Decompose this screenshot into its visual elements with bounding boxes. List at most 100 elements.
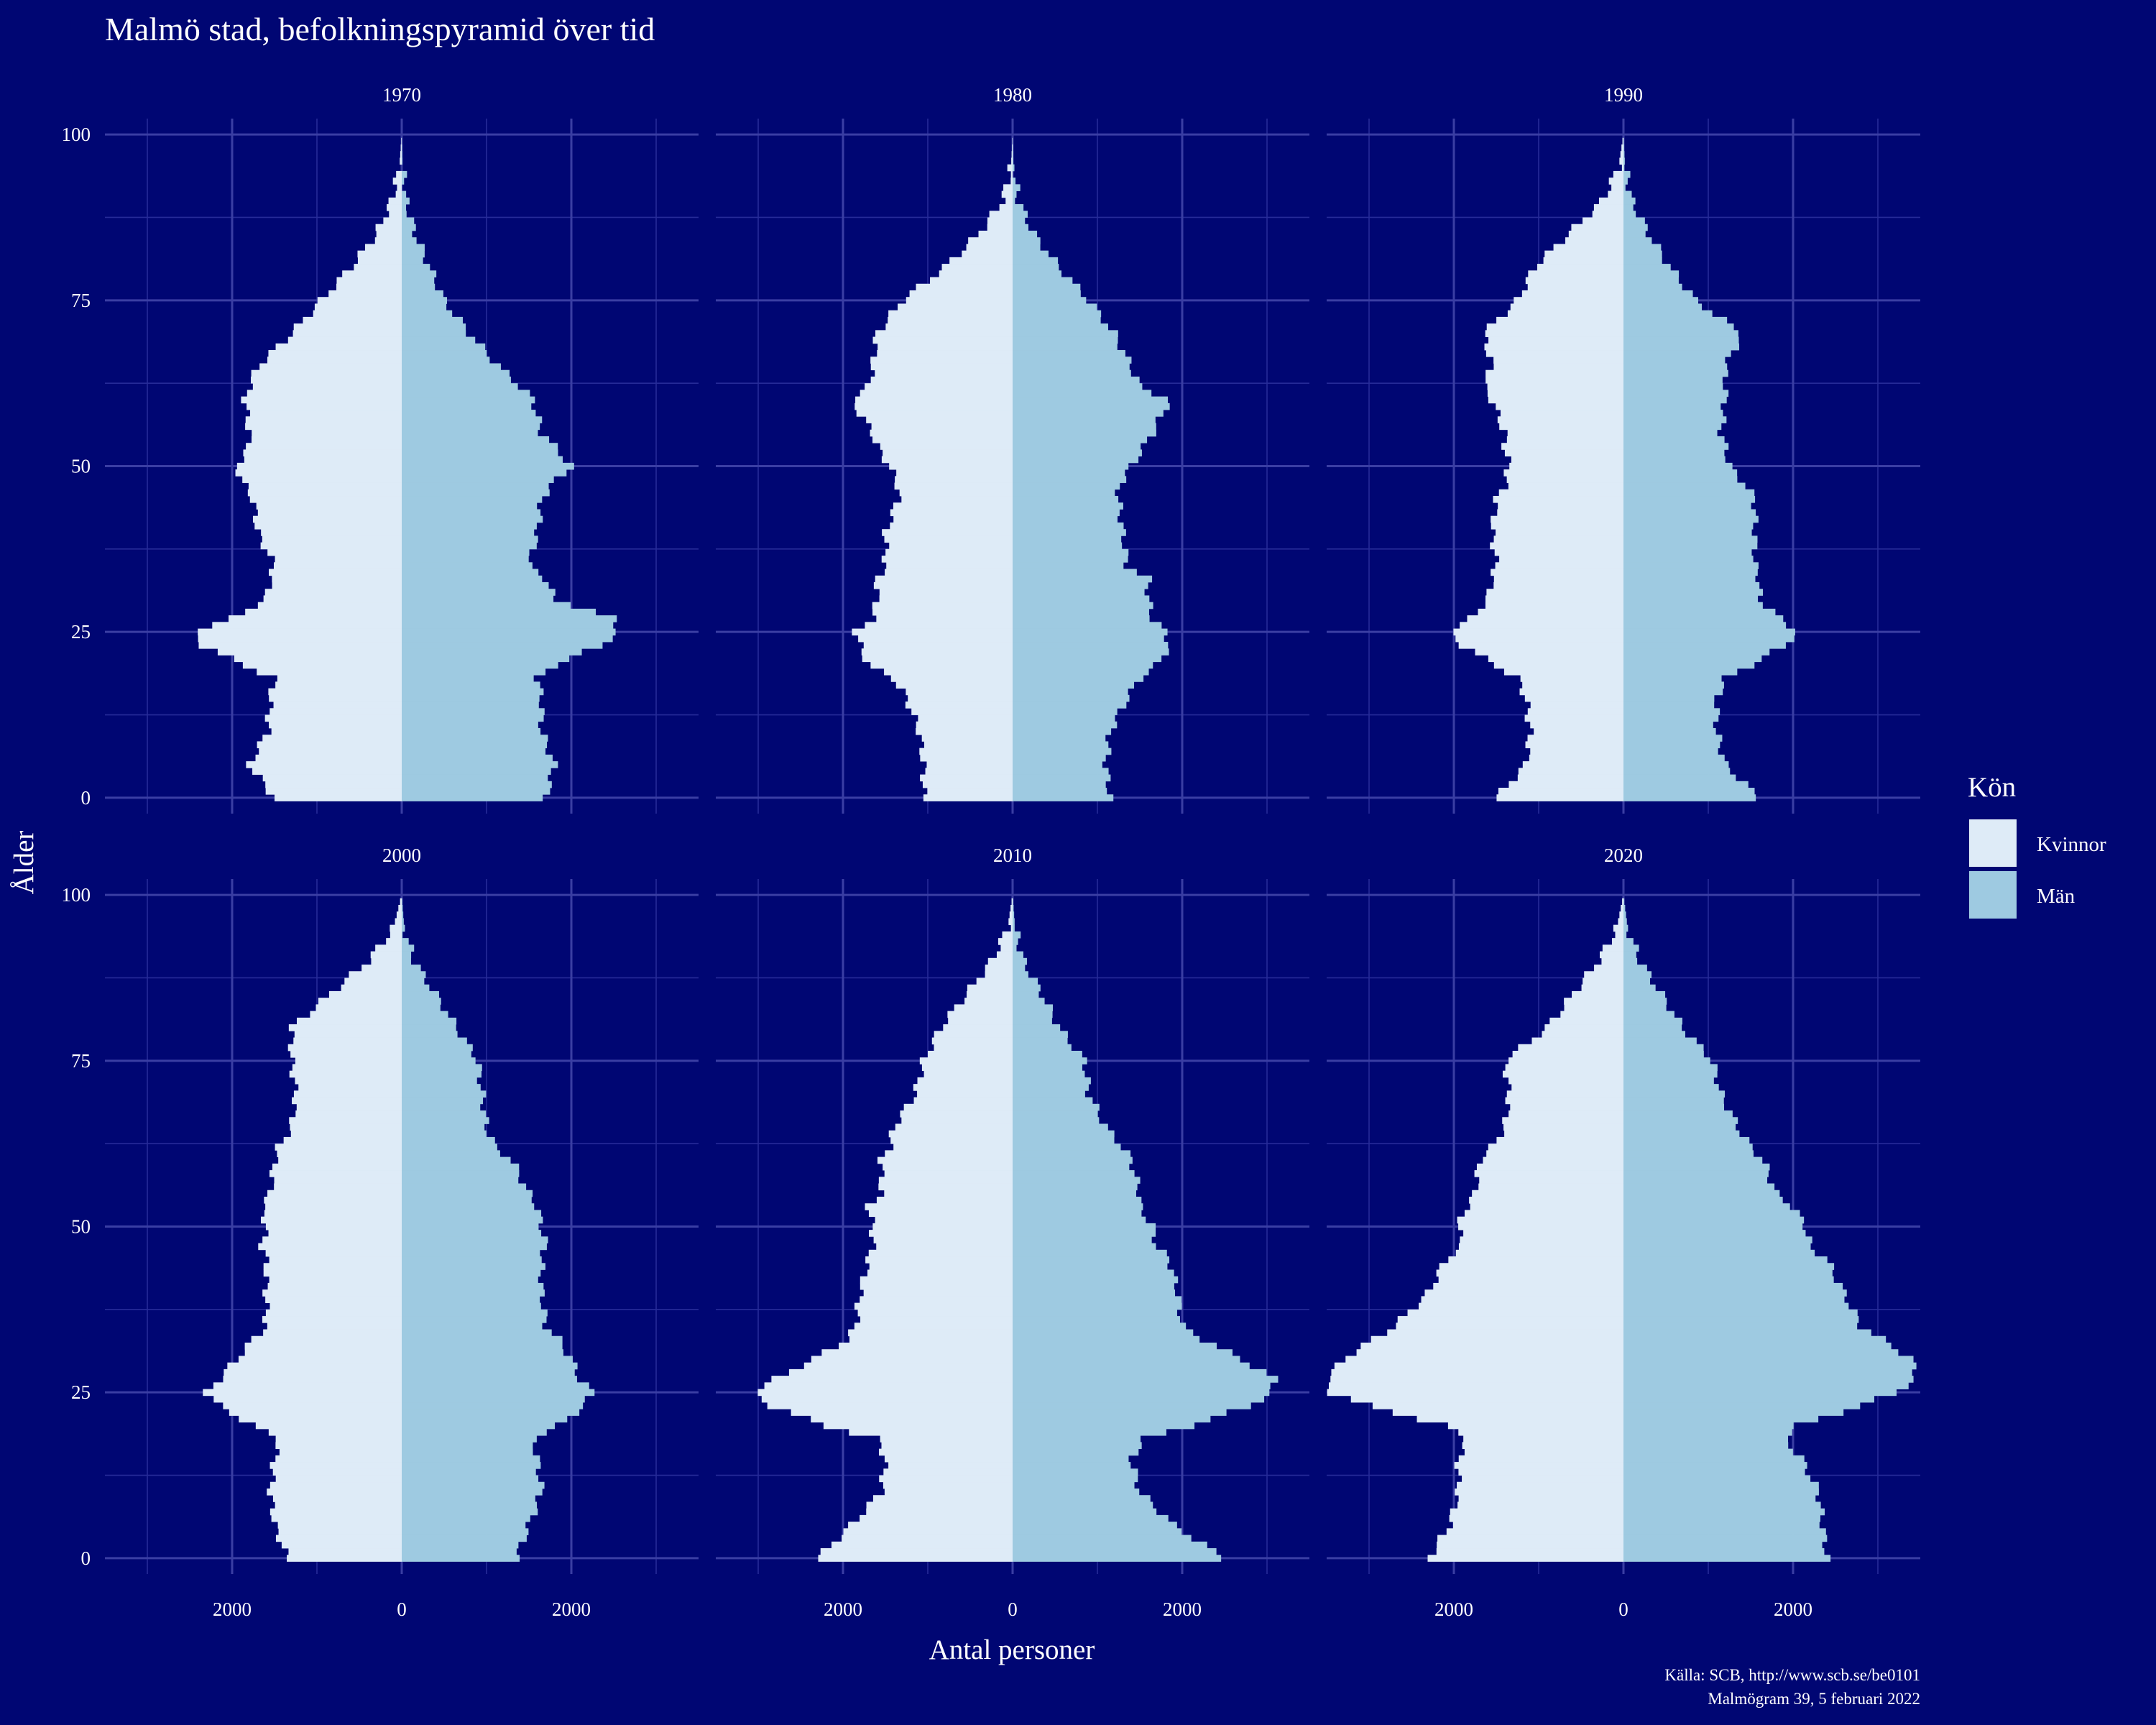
bar-kvinnor [761, 1395, 1013, 1403]
bar-kvinnor [888, 1130, 1013, 1138]
bar-kvinnor [1407, 1309, 1623, 1317]
bar-man [402, 257, 423, 264]
bar-man [1013, 402, 1170, 410]
bar-kvinnor [336, 283, 402, 291]
bar-man [1623, 529, 1752, 536]
bar-man [1013, 1435, 1141, 1443]
bar-man [402, 978, 425, 985]
bar-kvinnor [1455, 1488, 1623, 1496]
bar-man [1623, 456, 1726, 464]
bar-man [1623, 794, 1756, 801]
bar-kvinnor [1485, 369, 1623, 377]
bar-kvinnor [1455, 635, 1623, 643]
bar-kvinnor [860, 1282, 1013, 1290]
bar-man [1623, 157, 1625, 165]
bar-kvinnor [877, 343, 1013, 351]
bar-man [1013, 1117, 1100, 1124]
bar-man [1623, 1309, 1858, 1317]
bar-kvinnor [1511, 1084, 1623, 1091]
bar-man [1623, 1203, 1790, 1210]
bar-man [402, 1342, 563, 1350]
bar-kvinnor [298, 1084, 402, 1091]
bar-man [1013, 1475, 1138, 1483]
bar-man [1623, 1395, 1874, 1403]
bar-kvinnor [270, 1481, 402, 1489]
bar-man [402, 1395, 585, 1403]
bar-kvinnor [1485, 350, 1623, 357]
bar-man [1623, 761, 1729, 768]
bar-kvinnor [1528, 270, 1623, 277]
bar-man [1013, 1548, 1217, 1555]
bar-man [1013, 542, 1123, 550]
bar-kvinnor [908, 694, 1013, 702]
bar-man [402, 622, 614, 629]
bar-man [1013, 1442, 1142, 1450]
bar-man [1623, 978, 1650, 985]
bar-man [1623, 509, 1756, 517]
bar-man [1623, 1263, 1835, 1270]
bar-kvinnor [1345, 1356, 1623, 1363]
bar-kvinnor [250, 410, 402, 417]
bar-kvinnor [901, 1117, 1013, 1124]
bar-man [1623, 1269, 1833, 1277]
bar-kvinnor [966, 244, 1013, 252]
bar-kvinnor [1530, 702, 1623, 709]
bar-man [1623, 1389, 1897, 1397]
bar-kvinnor [262, 774, 402, 782]
bar-man [1013, 694, 1130, 702]
bar-man [402, 217, 415, 225]
bar-kvinnor [262, 1289, 402, 1297]
bar-man [1013, 310, 1102, 318]
bar-kvinnor [875, 1216, 1013, 1224]
bar-man [1013, 264, 1059, 271]
bar-kvinnor [310, 1011, 402, 1018]
bar-kvinnor [1501, 443, 1623, 450]
bar-kvinnor [267, 1488, 402, 1496]
bar-kvinnor [1488, 1144, 1623, 1151]
bar-man [402, 602, 571, 610]
bar-man [402, 244, 425, 252]
bar-kvinnor [870, 661, 1013, 669]
bar-kvinnor [1583, 217, 1623, 225]
bar-kvinnor [1458, 642, 1623, 649]
bar-kvinnor [1514, 297, 1623, 304]
bar-kvinnor [987, 217, 1013, 225]
bar-man [402, 951, 412, 959]
bar-man [1013, 1462, 1131, 1469]
bar-man [1013, 569, 1137, 576]
bar-kvinnor [267, 548, 402, 556]
bar-kvinnor [275, 556, 402, 563]
bar-kvinnor [875, 330, 1013, 337]
bar-man [1013, 1448, 1139, 1456]
bar-man [1013, 230, 1038, 238]
bar-kvinnor [1608, 190, 1623, 198]
bar-man [1013, 1422, 1195, 1430]
bar-kvinnor [1510, 303, 1623, 311]
bar-man [402, 443, 558, 450]
bar-kvinnor [900, 1110, 1013, 1118]
bar-man [1623, 542, 1758, 550]
bar-man [1623, 608, 1776, 616]
x-tick-label: 0 [397, 1598, 407, 1620]
bar-man [1013, 1389, 1270, 1397]
bar-man [1013, 363, 1130, 371]
bar-kvinnor [1419, 1302, 1623, 1310]
legend-swatch [1969, 819, 2017, 867]
bar-kvinnor [392, 178, 402, 185]
bar-man [1623, 1216, 1805, 1224]
bar-kvinnor [1525, 277, 1623, 285]
bar-man [1623, 350, 1731, 357]
bar-man [402, 971, 426, 978]
bar-kvinnor [213, 1382, 402, 1389]
bar-kvinnor [878, 1183, 1013, 1191]
bar-kvinnor [383, 217, 402, 225]
bar-kvinnor [1397, 1316, 1623, 1323]
bar-man [1623, 1249, 1815, 1257]
bar-kvinnor [919, 748, 1013, 755]
bar-man [402, 1555, 520, 1562]
bar-kvinnor [771, 1376, 1013, 1383]
bar-man [1623, 1097, 1724, 1105]
bar-kvinnor [889, 462, 1013, 470]
bar-kvinnor [400, 144, 402, 152]
bar-kvinnor [1485, 330, 1623, 337]
